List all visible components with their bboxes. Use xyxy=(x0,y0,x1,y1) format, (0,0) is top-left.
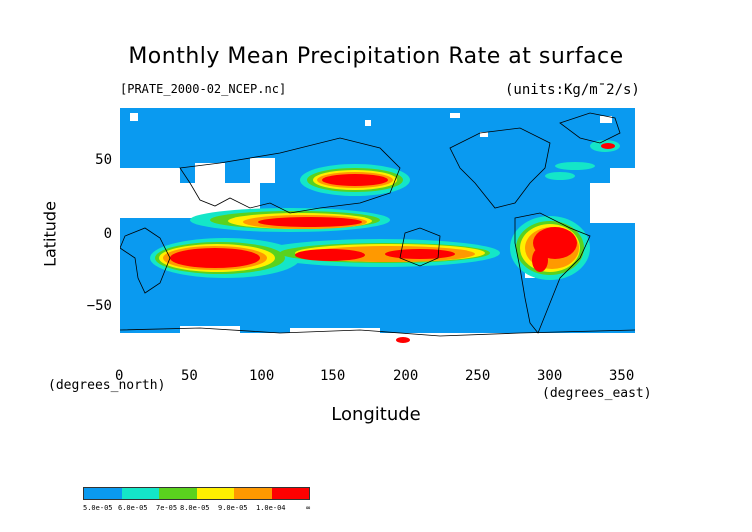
colorbar-label: 9.0e-05 xyxy=(218,504,248,512)
colorbar-swatch xyxy=(84,488,122,499)
colorbar-swatch xyxy=(121,488,159,499)
y-tick-label: 50 xyxy=(95,152,112,168)
y-axis-units-note: (degrees_north) xyxy=(48,378,166,393)
colorbar-label: 8.0e-05 xyxy=(180,504,210,512)
x-tick-label: 200 xyxy=(393,368,419,384)
colorbar-label: 5.0e-05 xyxy=(83,504,113,512)
x-tick-label: 350 xyxy=(609,368,635,384)
y-axis-label: Latitude xyxy=(40,201,60,267)
y-tick-label: 0 xyxy=(103,226,112,242)
chart-title: Monthly Mean Precipitation Rate at surfa… xyxy=(128,44,624,69)
colorbar-label: 7e-05 xyxy=(156,504,178,512)
x-tick-label: 250 xyxy=(465,368,491,384)
colorbar-label: 1.0e-04 xyxy=(256,504,286,512)
x-axis-units-note: (degrees_east) xyxy=(542,386,652,401)
x-tick-label: 300 xyxy=(537,368,563,384)
x-tick-label: 100 xyxy=(249,368,275,384)
units-label: (units:Kg/m¯2/s) xyxy=(505,82,640,98)
colorbar-swatch xyxy=(234,488,272,499)
map-plot-area xyxy=(120,108,635,362)
x-axis-label: Longitude xyxy=(331,404,421,425)
x-tick-label: 50 xyxy=(181,368,198,384)
colorbar-swatch xyxy=(159,488,197,499)
colorbar-swatch xyxy=(196,488,234,499)
y-tick-label: −50 xyxy=(86,298,112,314)
x-tick-label: 0 xyxy=(115,368,124,384)
precipitation-map xyxy=(120,112,635,362)
colorbar-label: 6.0e-05 xyxy=(118,504,148,512)
colorbar-label: ∞ xyxy=(306,504,311,512)
precip-heavy-areas xyxy=(170,143,615,343)
x-tick-label: 150 xyxy=(320,368,346,384)
colorbar xyxy=(83,487,310,500)
colorbar-swatch xyxy=(271,488,309,499)
coastlines xyxy=(120,112,635,337)
file-label: [PRATE_2000-02_NCEP.nc] xyxy=(120,82,287,96)
